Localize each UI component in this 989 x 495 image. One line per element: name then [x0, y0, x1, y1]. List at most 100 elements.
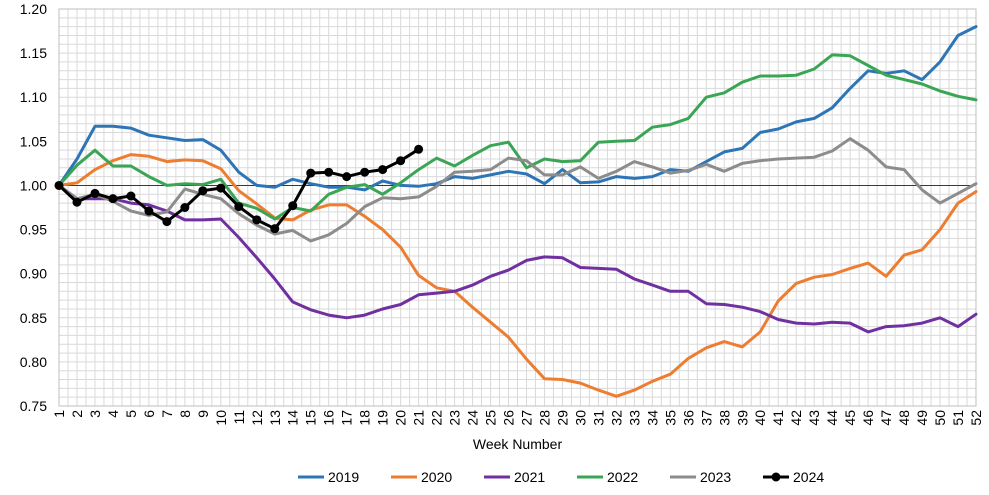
data-point-2024: [108, 194, 118, 204]
x-tick-label: 18: [357, 410, 373, 426]
x-axis: 1 2 3 4 5 6 7 8 9 10 11 12 13 14 15 16 17 18 19 20 21 22 23 24 2…: [51, 410, 984, 426]
x-tick-label: 17: [339, 410, 355, 426]
series-line-2019: [57, 25, 978, 192]
legend-label-2022: 2022: [607, 469, 638, 485]
x-tick-label: 16: [321, 410, 337, 426]
data-point-2024: [306, 168, 316, 178]
data-point-2024: [90, 188, 100, 198]
x-tick-label: 9: [195, 410, 211, 418]
y-tick-label: 1.10: [20, 89, 47, 105]
x-tick-label: 25: [483, 410, 499, 426]
data-point-2024: [234, 202, 244, 212]
data-point-2024: [252, 215, 262, 225]
gridlines: [58, 8, 977, 407]
data-point-2024: [126, 191, 136, 201]
x-tick-label: 24: [465, 410, 481, 426]
x-axis-title: Week Number: [473, 436, 563, 452]
data-point-2024: [144, 206, 154, 216]
data-point-2024: [180, 203, 190, 212]
y-tick-label: 1.15: [20, 45, 47, 61]
x-tick-label: 6: [141, 410, 157, 418]
data-point-2024: [216, 183, 226, 193]
y-tick-label: 1.00: [20, 177, 47, 193]
x-tick-label: 38: [716, 410, 732, 426]
x-tick-label: 33: [626, 410, 642, 426]
x-tick-label: 11: [231, 410, 247, 425]
x-tick-label: 40: [752, 410, 768, 426]
legend-label-2023: 2023: [700, 469, 731, 485]
y-tick-label: 1.05: [20, 133, 47, 149]
x-tick-label: 51: [950, 410, 966, 426]
x-tick-label: 49: [914, 410, 930, 426]
data-point-2024: [342, 172, 352, 182]
legend-label-2020: 2020: [421, 469, 452, 485]
data-point-2024: [378, 165, 388, 175]
series-line-2022: [57, 53, 978, 221]
plot-frame: [58, 8, 977, 407]
series-line-2021: [57, 183, 978, 334]
x-tick-label: 22: [429, 410, 445, 426]
x-tick-label: 19: [375, 410, 391, 426]
x-tick-label: 39: [734, 410, 750, 426]
x-tick-label: 41: [770, 410, 786, 426]
y-axis: 0.75 0.80 0.85 0.90 0.95 1.00 1.05 1.10 1.15 1.20: [20, 1, 47, 414]
data-point-2024: [270, 224, 280, 234]
series-line-2023: [57, 137, 978, 243]
x-tick-label: 32: [608, 410, 624, 426]
legend-marker-2024: [771, 472, 781, 482]
y-tick-label: 0.95: [20, 222, 47, 238]
data-point-2024: [360, 167, 370, 177]
x-tick-label: 43: [806, 410, 822, 426]
x-tick-label: 47: [878, 410, 894, 426]
legend-label-2021: 2021: [514, 469, 545, 485]
x-tick-label: 5: [123, 410, 139, 418]
data-point-2024: [72, 197, 82, 207]
x-tick-label: 52: [968, 410, 984, 426]
x-tick-label: 31: [590, 410, 606, 426]
data-point-2024: [414, 144, 424, 154]
x-tick-label: 15: [303, 410, 319, 426]
y-tick-label: 1.20: [20, 1, 47, 17]
x-tick-label: 12: [249, 410, 265, 426]
data-point-2024: [396, 156, 406, 166]
x-tick-label: 23: [447, 410, 463, 426]
x-tick-label: 7: [159, 410, 175, 418]
y-tick-label: 0.85: [20, 310, 47, 326]
x-tick-label: 3: [87, 410, 103, 418]
x-tick-label: 1: [51, 410, 67, 418]
x-tick-label: 37: [698, 410, 714, 426]
x-tick-label: 34: [644, 410, 660, 426]
x-tick-label: 14: [285, 410, 301, 426]
x-tick-label: 10: [213, 410, 229, 426]
x-tick-label: 46: [860, 410, 876, 426]
x-tick-label: 2: [69, 410, 85, 418]
x-tick-label: 45: [842, 410, 858, 426]
x-tick-label: 42: [788, 410, 804, 426]
x-tick-label: 30: [572, 410, 588, 426]
x-tick-label: 20: [393, 410, 409, 426]
data-point-2024: [198, 186, 208, 196]
x-tick-label: 36: [680, 410, 696, 426]
x-tick-label: 35: [662, 410, 678, 426]
x-tick-label: 8: [177, 410, 193, 418]
x-tick-label: 50: [932, 410, 948, 426]
data-point-2024: [162, 217, 172, 227]
legend-label-2019: 2019: [328, 469, 359, 485]
y-tick-label: 0.80: [20, 354, 47, 370]
x-tick-label: 28: [536, 410, 552, 426]
data-point-2024: [54, 180, 64, 190]
legend: 2019 2020 2021 2022 2023 2024: [298, 469, 824, 485]
x-tick-label: 44: [824, 410, 840, 426]
legend-label-2024: 2024: [793, 469, 824, 485]
x-tick-label: 13: [267, 410, 283, 426]
x-tick-label: 48: [896, 410, 912, 426]
x-tick-label: 21: [411, 410, 427, 426]
y-tick-label: 0.90: [20, 266, 47, 282]
data-point-2024: [288, 201, 298, 211]
data-series: [54, 25, 978, 398]
x-tick-label: 4: [105, 410, 121, 418]
plot-area-border: [58, 8, 977, 407]
y-tick-label: 0.75: [20, 398, 47, 414]
series-line-2020: [57, 153, 978, 398]
